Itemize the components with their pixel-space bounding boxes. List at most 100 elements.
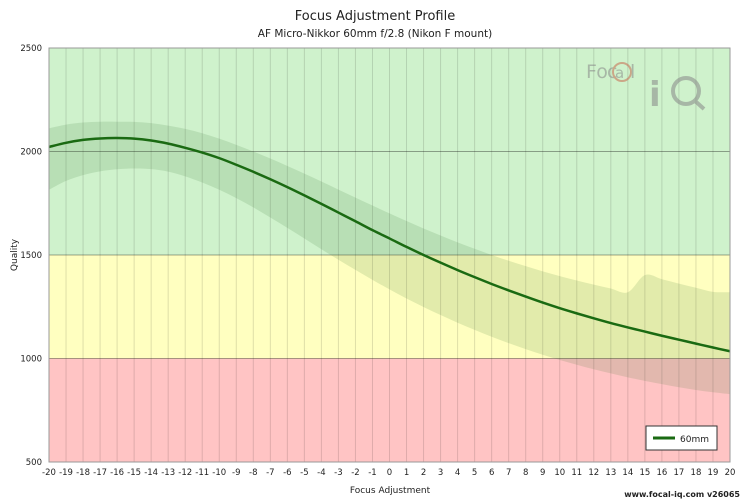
- data-point: [150, 139, 152, 141]
- x-tick-label: 8: [523, 468, 528, 478]
- data-point: [542, 301, 544, 303]
- y-tick-label: 1500: [20, 251, 42, 261]
- x-tick-label: -6: [283, 468, 291, 478]
- x-tick-label: 1: [404, 468, 409, 478]
- quality-band-1: [49, 255, 730, 359]
- x-tick-label: 14: [622, 468, 633, 478]
- credit-text: www.focal-iq.com v26065: [624, 490, 740, 499]
- x-tick-label: -15: [127, 468, 141, 478]
- x-tick-label: -18: [76, 468, 90, 478]
- data-point: [218, 157, 220, 159]
- x-tick-label: 4: [455, 468, 460, 478]
- data-point: [627, 326, 629, 328]
- x-tick-label: -13: [161, 468, 175, 478]
- data-point: [661, 335, 663, 337]
- focal-iq-watermark: Fo c a l i: [586, 61, 706, 115]
- data-point: [507, 289, 509, 291]
- data-point: [184, 147, 186, 149]
- x-tick-label: -16: [110, 468, 124, 478]
- data-point: [695, 342, 697, 344]
- x-axis-label: Focus Adjustment: [350, 486, 431, 496]
- y-tick-label: 1000: [20, 355, 42, 365]
- x-tick-label: 9: [540, 468, 545, 478]
- x-tick-label: -10: [212, 468, 226, 478]
- data-point: [82, 139, 84, 141]
- data-point: [371, 229, 373, 231]
- x-tick-label: -4: [317, 468, 325, 478]
- data-point: [525, 295, 527, 297]
- x-tick-label: 5: [472, 468, 477, 478]
- data-point: [252, 171, 254, 173]
- series-line-60mm: [48, 136, 731, 353]
- x-tick-label: 16: [656, 468, 667, 478]
- x-tick-label: -12: [178, 468, 192, 478]
- svg-text:a: a: [615, 64, 624, 82]
- svg-text:i: i: [649, 75, 661, 115]
- x-tick-label: 18: [691, 468, 702, 478]
- data-point: [201, 151, 203, 153]
- data-point: [593, 317, 595, 319]
- data-point: [286, 186, 288, 188]
- x-tick-label: -7: [266, 468, 274, 478]
- data-point: [473, 276, 475, 278]
- data-point: [490, 283, 492, 285]
- data-point: [439, 261, 441, 263]
- x-tick-label: -17: [93, 468, 107, 478]
- data-point: [456, 269, 458, 271]
- x-tick-label: -2: [351, 468, 359, 478]
- data-point: [167, 142, 169, 144]
- chart-title: Focus Adjustment Profile: [295, 9, 455, 24]
- plot-border: [48, 47, 731, 463]
- data-point: [610, 322, 612, 324]
- confidence-band: [49, 121, 730, 395]
- data-point: [303, 194, 305, 196]
- data-point: [388, 237, 390, 239]
- x-tick-label: 3: [438, 468, 443, 478]
- x-tick-label: 12: [588, 468, 599, 478]
- x-tick-label: 2: [421, 468, 426, 478]
- data-point: [644, 330, 646, 332]
- data-point: [678, 338, 680, 340]
- data-point: [712, 346, 714, 348]
- data-point: [65, 142, 67, 144]
- quality-band-2: [49, 48, 730, 255]
- x-tick-label: -1: [368, 468, 376, 478]
- x-tick-label: 0: [387, 468, 392, 478]
- x-tick-label: -14: [144, 468, 158, 478]
- x-tick-label: 20: [725, 468, 736, 478]
- x-tick-label: 13: [605, 468, 616, 478]
- data-point: [116, 137, 118, 139]
- chart-subtitle: AF Micro-Nikkor 60mm f/2.8 (Nikon F moun…: [258, 28, 492, 40]
- x-tick-labels: -20 -19 -18 -17 -16 -15 -14 -13 -12 -11 -10 -9 -8 -7-…: [42, 468, 735, 478]
- x-tick-label: 6: [489, 468, 494, 478]
- data-point: [422, 254, 424, 256]
- y-tick-labels: 500 1000 1500 2000 2500: [20, 44, 42, 468]
- data-point: [235, 164, 237, 166]
- x-tick-label: -20: [42, 468, 56, 478]
- x-tick-label: 10: [554, 468, 565, 478]
- data-point: [405, 246, 407, 248]
- x-tick-label: 15: [639, 468, 650, 478]
- x-tick-label: -3: [334, 468, 342, 478]
- quality-band-0: [49, 358, 730, 462]
- y-tick-label: 2500: [20, 44, 42, 54]
- legend: 60mm: [645, 425, 718, 451]
- svg-text:l: l: [630, 61, 635, 83]
- data-point: [337, 211, 339, 213]
- data-point: [133, 137, 135, 139]
- y-tick-label: 500: [26, 458, 42, 468]
- legend-label: 60mm: [680, 435, 709, 445]
- data-point: [269, 178, 271, 180]
- data-point: [576, 312, 578, 314]
- data-point: [99, 137, 101, 139]
- data-point: [354, 220, 356, 222]
- x-tick-label: -9: [232, 468, 240, 478]
- x-tick-label: 11: [571, 468, 582, 478]
- data-point: [559, 307, 561, 309]
- y-axis-label: Quality: [10, 238, 20, 271]
- y-tick-label: 2000: [20, 148, 42, 158]
- svg-text:Fo: Fo: [586, 61, 608, 83]
- x-tick-label: -11: [195, 468, 209, 478]
- x-tick-label: -5: [300, 468, 308, 478]
